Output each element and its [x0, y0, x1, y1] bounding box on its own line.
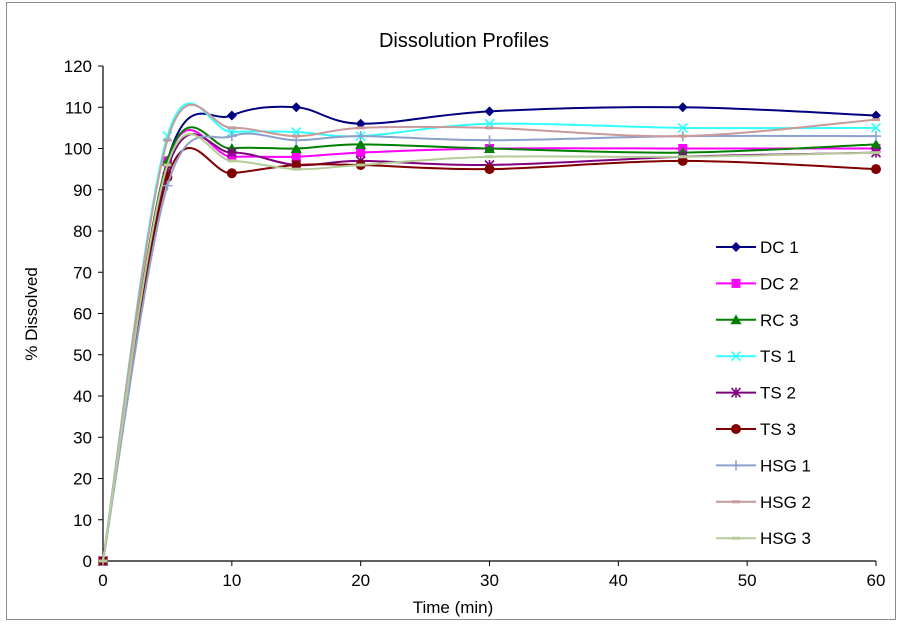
y-tick-label: 0: [83, 552, 92, 571]
legend-marker: [730, 314, 742, 325]
data-point: [870, 122, 882, 133]
chart-title: Dissolution Profiles: [379, 30, 549, 52]
legend-entry: HSG 2: [716, 493, 811, 512]
y-tick-label: 40: [73, 387, 92, 406]
data-point: [484, 135, 495, 146]
data-point: [484, 143, 495, 153]
x-tick-label: 40: [609, 571, 628, 590]
data-point: [163, 138, 172, 142]
data-point: [872, 151, 880, 155]
data-point: [99, 559, 107, 563]
data-point: [226, 131, 237, 142]
y-tick-label: 100: [64, 140, 92, 159]
legend-marker: [730, 387, 742, 398]
data-point: [485, 126, 494, 130]
data-point: [290, 143, 302, 153]
data-point: [292, 134, 301, 138]
y-tick-label: 20: [73, 470, 92, 489]
data-point: [677, 122, 688, 133]
series-line: [102, 147, 877, 562]
data-point: [871, 110, 881, 121]
data-point: [355, 131, 366, 142]
data-point: [226, 110, 237, 121]
legend-entry: HSG 1: [716, 456, 811, 475]
y-tick-label: 60: [73, 305, 92, 324]
data-point: [227, 159, 236, 163]
y-tick-label: 80: [73, 222, 92, 241]
data-point: [485, 155, 494, 159]
data-point: [356, 163, 365, 167]
data-point: [484, 164, 495, 175]
x-tick-label: 50: [738, 571, 757, 590]
series-layer: [97, 102, 882, 567]
legend-marker: [731, 460, 741, 471]
x-tick-label: 20: [351, 571, 370, 590]
series-hsg-3: [99, 133, 880, 563]
legend-marker: [732, 500, 740, 504]
y-tick-label: 120: [64, 57, 92, 76]
legend-label: DC 2: [760, 274, 799, 293]
x-tick-label: 60: [867, 571, 886, 590]
data-point: [871, 164, 881, 175]
legend-marker: [732, 536, 740, 540]
data-point: [678, 155, 687, 159]
data-point: [163, 163, 172, 167]
data-point: [291, 102, 302, 113]
data-point: [291, 160, 302, 170]
series-line: [102, 103, 877, 562]
data-point: [162, 180, 173, 191]
data-point: [355, 138, 367, 149]
legend-entry: TS 1: [716, 347, 796, 366]
data-point: [226, 168, 237, 179]
data-point: [871, 131, 881, 142]
legend-entry: DC 1: [716, 238, 799, 257]
data-point: [678, 134, 687, 138]
legend-marker: [731, 424, 741, 434]
y-tick-label: 70: [73, 263, 92, 282]
legend-entry: TS 2: [716, 384, 796, 403]
legend-label: TS 1: [760, 347, 796, 366]
legend-marker: [731, 242, 741, 252]
data-point: [355, 118, 366, 129]
data-point: [356, 148, 366, 158]
data-point: [291, 152, 301, 162]
legend-label: HSG 2: [760, 493, 811, 512]
legend-label: RC 3: [760, 311, 799, 330]
legend-marker: [730, 351, 742, 362]
data-point: [484, 106, 495, 117]
legend: DC 1 DC 2 RC 3 TS 1 TS 2 TS 3 HSG 1 HSG 2 HSG 3: [716, 238, 811, 548]
y-tick-label: 110: [65, 98, 92, 117]
data-point: [677, 155, 688, 166]
data-point: [227, 126, 236, 130]
y-tick-label: 50: [73, 346, 92, 365]
legend-label: DC 1: [760, 238, 799, 257]
legend-entry: RC 3: [716, 311, 799, 330]
data-point: [872, 118, 880, 122]
legend-label: HSG 1: [760, 456, 811, 475]
chart-frame: [6, 2, 896, 620]
legend-label: TS 2: [760, 384, 796, 403]
y-tick-label: 10: [73, 511, 92, 530]
legend-marker: [731, 278, 741, 288]
y-axis-title: % Dissolved: [22, 267, 41, 361]
data-point: [356, 126, 365, 130]
legend-entry: TS 3: [716, 420, 796, 439]
series-line: [102, 133, 877, 562]
axes: 0 10 20 30 40 50 60 70 80 90 100 110 120 0 10 20 30 40 50 6…: [64, 57, 886, 590]
legend-entry: HSG 3: [716, 529, 811, 548]
y-tick-label: 90: [73, 181, 92, 200]
x-tick-label: 10: [222, 571, 241, 590]
legend-label: TS 3: [760, 420, 796, 439]
x-tick-label: 0: [98, 571, 107, 590]
x-tick-label: 30: [480, 571, 499, 590]
y-tick-label: 30: [73, 428, 92, 447]
data-point: [870, 138, 882, 149]
legend-entry: DC 2: [716, 274, 799, 293]
data-point: [677, 102, 688, 113]
x-axis-title: Time (min): [413, 598, 494, 617]
legend-label: HSG 3: [760, 529, 811, 548]
data-point: [292, 167, 301, 171]
data-point: [226, 147, 237, 158]
